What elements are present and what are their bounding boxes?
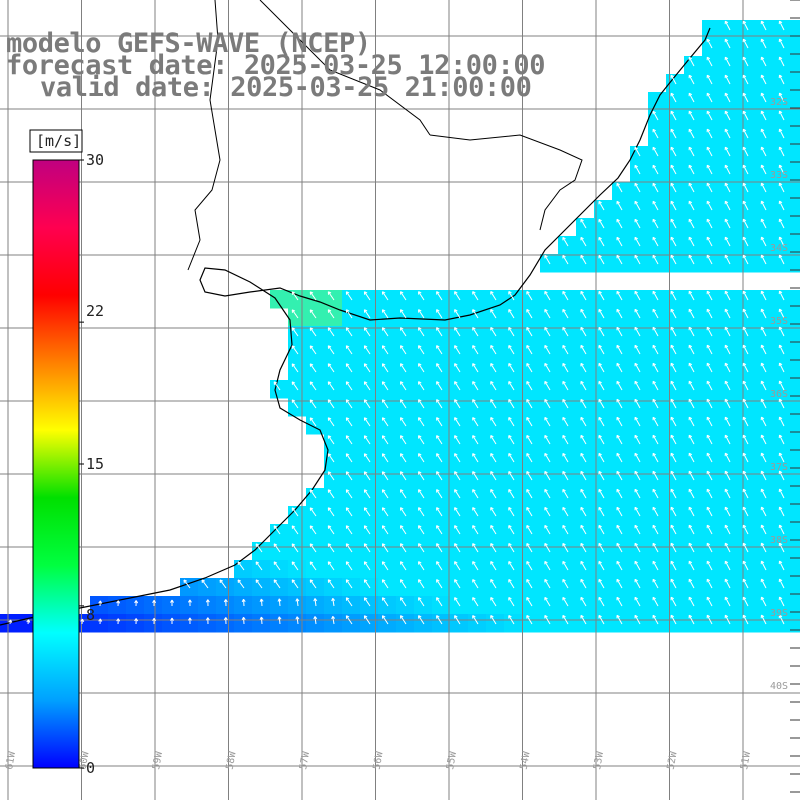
colorbar-tick-30: 30 [86,151,105,169]
latitude-label: 33S [770,170,788,181]
latitude-label: 34S [770,243,788,254]
colorbar-unit-box [29,129,83,153]
longitude-label: 59W [151,750,165,771]
wind-speed-field [0,20,800,633]
latitude-label: 36S [770,389,788,400]
latitude-label: 39S [770,608,788,619]
colorbar [29,129,84,769]
longitude-labels: 61W 60W 59W 58W 57W 56W 55W 54W 53W 52W 51W [4,750,753,771]
latitude-labels: 32S 33S 34S 35S 36S 37S 38S 39S 40S [770,97,788,692]
coastline [0,0,711,626]
latitude-label: 37S [770,462,788,473]
valid-date: valid date: 2025-03-25 21:00:00 [40,72,532,103]
longitude-label: 61W [4,750,18,771]
longitude-label: 52W [666,750,680,771]
colorbar-tick-0: 0 [86,759,96,777]
latitude-label: 40S [770,681,788,692]
longitude-label: 60W [78,750,92,771]
model-title: modelo GEFS-WAVE (NCEP) [6,28,371,59]
longitude-label: 57W [298,750,312,771]
wind-vectors [8,20,785,625]
longitude-label: 51W [739,750,753,771]
colorbar-unit: [m/s] [36,132,82,150]
latitude-label: 38S [770,535,788,546]
forecast-date: forecast date: 2025-03-25 12:00:00 [6,50,546,81]
longitude-label: 56W [372,750,386,771]
latitude-label: 35S [770,316,788,327]
longitude-label: 54W [519,750,533,771]
colorbar-tick-8: 8 [86,606,96,624]
longitude-label: 53W [592,750,606,771]
colorbar-ramp [32,159,80,769]
latitude-label: 32S [770,97,788,108]
colorbar-tick-15: 15 [86,455,105,473]
colorbar-tick-22: 22 [86,302,105,320]
longitude-label: 58W [225,750,239,771]
longitude-label: 55W [445,750,459,771]
